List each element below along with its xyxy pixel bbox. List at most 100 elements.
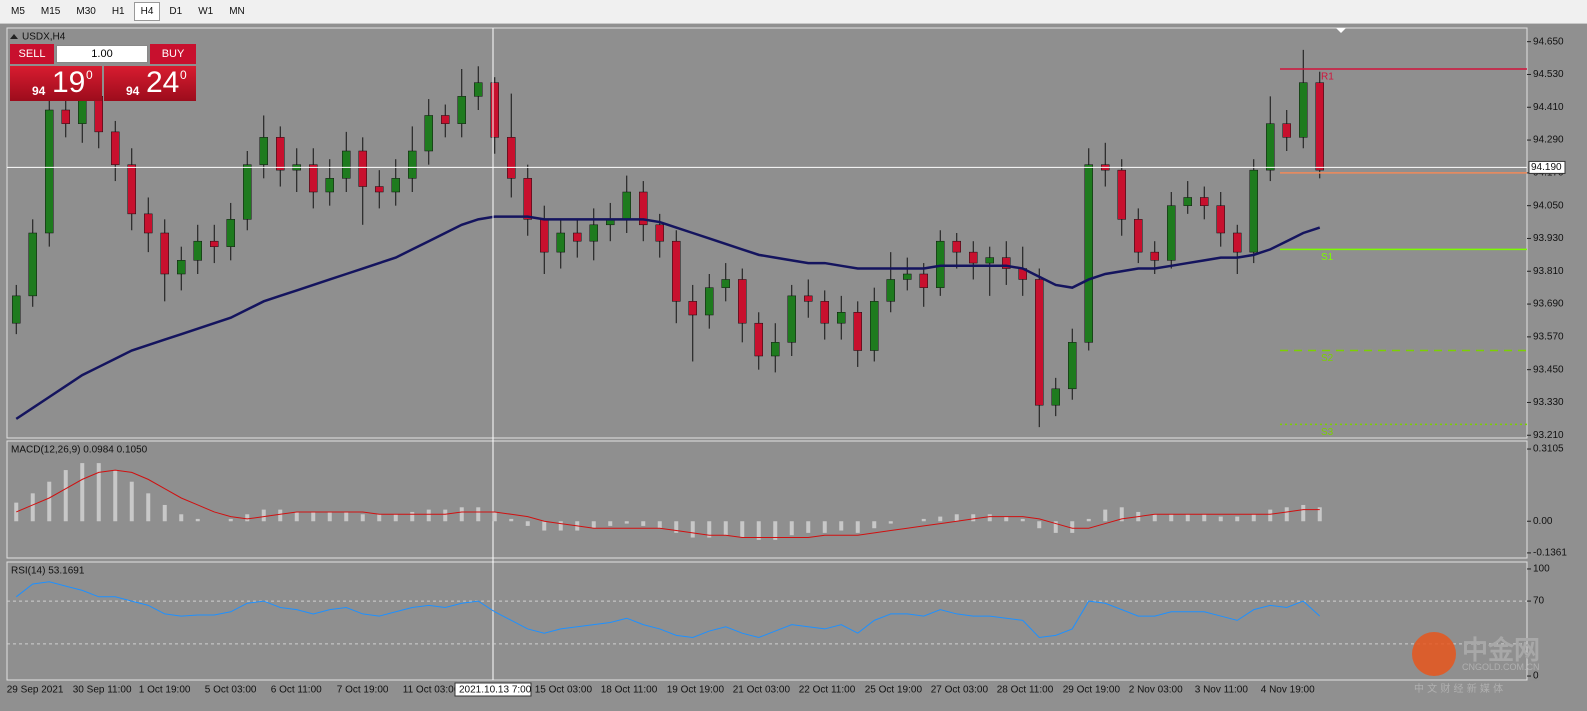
macd-bar — [459, 507, 464, 522]
candle-body — [556, 232, 565, 253]
candle-body — [672, 240, 681, 302]
candle-body — [1150, 251, 1159, 261]
x-tick-label: 27 Oct 03:00 — [931, 685, 989, 696]
signal-line — [16, 469, 1320, 539]
candle-body — [1200, 197, 1209, 206]
macd-bar — [63, 470, 68, 522]
candle-body — [1216, 205, 1225, 234]
macd-bar — [657, 521, 662, 529]
macd-bar — [1037, 521, 1042, 529]
candle-body — [1249, 169, 1258, 253]
macd-bar — [245, 514, 250, 522]
trade-panel: SELL 1.00 BUY 94 19 0 94 24 0 — [10, 44, 196, 101]
macd-bar — [1218, 516, 1223, 522]
macd-bar — [938, 516, 943, 522]
macd-bar — [1268, 509, 1273, 522]
macd-bar — [756, 521, 761, 540]
candle-body — [655, 224, 664, 242]
macd-bar — [410, 511, 415, 522]
macd-bar — [872, 521, 877, 529]
rsi-line — [15, 581, 1321, 639]
x-tick-label: 1 Oct 19:00 — [139, 685, 191, 696]
macd-bar — [426, 509, 431, 522]
macd-bar — [839, 521, 844, 531]
ask-main: 24 — [146, 66, 180, 99]
candle-body — [210, 240, 219, 247]
moving-average — [15, 215, 1321, 420]
timeframe-button[interactable]: D1 — [169, 6, 183, 17]
macd-bar — [377, 514, 382, 522]
candle-body — [375, 186, 384, 193]
candle-body — [276, 137, 285, 171]
x-tick-label: 28 Oct 11:00 — [997, 685, 1054, 696]
main-panel — [6, 27, 1528, 439]
watermark-site: CNGOLD.COM.CN — [1462, 662, 1540, 672]
macd-bar — [344, 511, 349, 522]
ask-small: 0 — [180, 68, 187, 82]
timeframe-button[interactable]: MN — [229, 6, 245, 17]
candle-body — [870, 301, 879, 351]
macd-bar — [261, 509, 266, 522]
candle-body — [408, 150, 417, 179]
candle-body — [771, 342, 780, 357]
candle-body — [985, 257, 994, 264]
bid-small: 0 — [86, 68, 93, 82]
macd-bar — [146, 493, 151, 522]
timeframe-button[interactable]: W1 — [198, 6, 214, 17]
timeframe-button[interactable]: M5 — [11, 6, 25, 17]
macd-bar — [228, 518, 233, 522]
macd-bar — [1185, 514, 1190, 522]
candle-body — [61, 109, 70, 124]
candle-body — [820, 301, 829, 324]
candle-body — [342, 150, 351, 179]
pivot-label: R1 — [1321, 72, 1334, 83]
candle-body — [523, 178, 532, 220]
macd-bar — [690, 521, 695, 538]
y-tick-label: 93.210 — [1533, 430, 1564, 441]
macd-bar — [608, 521, 613, 526]
buy-button[interactable]: BUY — [150, 44, 196, 64]
macd-bar — [954, 514, 959, 522]
macd-bar — [789, 521, 794, 536]
candle-body — [754, 322, 763, 357]
y-tick-label: 0.00 — [1533, 516, 1553, 527]
lot-input[interactable]: 1.00 — [56, 45, 148, 63]
candle-body — [936, 240, 945, 288]
candle-body — [1117, 169, 1126, 220]
macd-bar — [96, 463, 101, 522]
x-tick-label: 22 Oct 11:00 — [799, 685, 856, 696]
y-tick-label: 93.930 — [1533, 233, 1564, 244]
candle-body — [1134, 219, 1143, 253]
candle-body — [1002, 257, 1011, 269]
macd-bar — [1152, 514, 1157, 522]
macd-bar — [822, 521, 827, 533]
macd-bar — [1103, 509, 1108, 522]
sell-button[interactable]: SELL — [10, 44, 54, 64]
candle-body — [111, 131, 120, 165]
chart-title: USDX,H4 — [22, 32, 66, 43]
timeframe-button[interactable]: M15 — [40, 6, 61, 17]
candle-body — [540, 219, 549, 253]
macd-bar — [195, 518, 200, 522]
watermark-brand: 中金网 — [1462, 636, 1541, 666]
macd-bar — [179, 514, 184, 522]
candle-body — [837, 312, 846, 324]
candle-body — [787, 295, 796, 343]
timeframe-button[interactable]: H4 — [133, 2, 161, 21]
x-tick-label: 30 Sep 11:00 — [73, 685, 132, 696]
bid-price: 94 19 0 — [10, 66, 102, 101]
timeframe-button[interactable]: H1 — [111, 6, 125, 17]
candle-body — [1266, 123, 1275, 171]
macd-bar — [509, 518, 514, 522]
y-tick-label: 94.530 — [1533, 69, 1564, 80]
crosshair-label-box — [454, 682, 532, 697]
macd-bar — [987, 514, 992, 522]
macd-bar — [113, 470, 118, 522]
candle-body — [688, 301, 697, 316]
candle-body — [441, 115, 450, 124]
macd-bar — [1202, 514, 1207, 522]
x-tick-label: 25 Oct 19:00 — [865, 685, 923, 696]
timeframe-button[interactable]: M30 — [76, 6, 96, 17]
candle-body — [391, 178, 400, 193]
